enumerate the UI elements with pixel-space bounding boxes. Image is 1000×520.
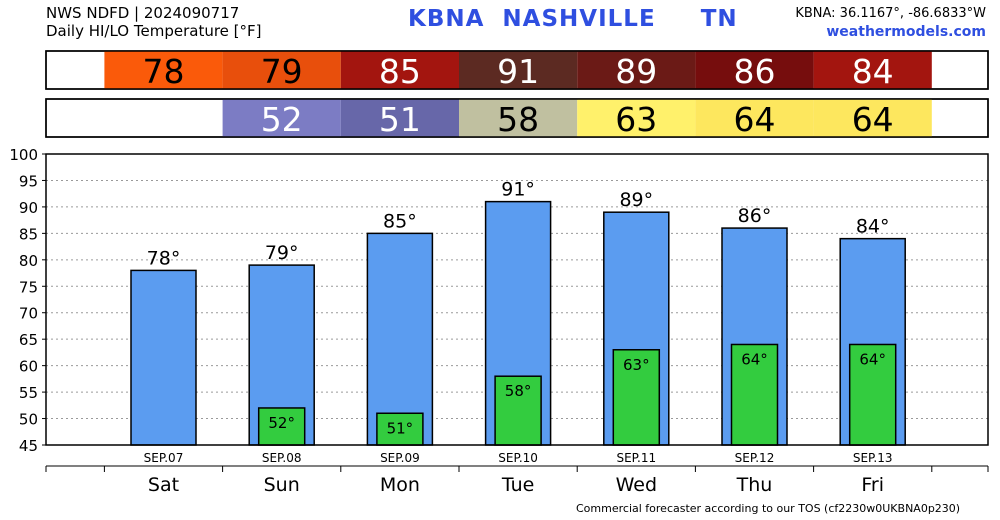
lo-strip-value: 63 (615, 100, 657, 139)
y-tick-label: 65 (19, 331, 38, 349)
hi-bar (130, 269, 197, 446)
lo-strip-cell (577, 99, 696, 137)
lo-strip-value: 51 (379, 100, 421, 139)
lo-strip-cell (222, 99, 341, 137)
lo-strip-cell (340, 99, 459, 137)
y-tick-label: 85 (19, 225, 38, 243)
variable-line: Daily HI/LO Temperature [°F] (46, 22, 262, 40)
hi-bar-label: 86° (738, 205, 772, 227)
y-tick-label: 100 (9, 146, 38, 164)
product-line: NWS NDFD | 2024090717 (46, 4, 240, 22)
y-tick-label: 90 (19, 199, 38, 217)
station-coords: KBNA: 36.1167°, -86.6833°W (795, 6, 986, 21)
header-info: NWS NDFD | 2024090717 Daily HI/LO Temper… (46, 4, 262, 40)
day-label: Tue (501, 474, 534, 496)
station-title: KBNA NASHVILLE TN (408, 6, 738, 32)
hi-strip-value: 86 (734, 52, 776, 91)
lo-bar-label: 64° (859, 350, 886, 368)
day-label: Mon (380, 474, 420, 496)
hi-strip-cell (340, 51, 459, 89)
y-tick-label: 75 (19, 278, 38, 296)
hi-strip-cell (222, 51, 341, 89)
date-label: SEP.13 (853, 451, 893, 465)
lo-bar (612, 349, 661, 446)
hi-strip-cell (459, 51, 578, 89)
day-label: Thu (736, 474, 773, 496)
date-label: SEP.09 (380, 451, 420, 465)
lo-strip-cell (695, 99, 814, 137)
lo-strip-value: 52 (261, 100, 303, 139)
y-tick-label: 55 (19, 384, 38, 402)
hi-strip-border (45, 50, 989, 90)
lo-strip-cell (459, 99, 578, 137)
hi-strip-cell (695, 51, 814, 89)
hi-bar-label: 84° (856, 216, 890, 238)
header-right: KBNA: 36.1167°, -86.6833°W weathermodels… (795, 4, 986, 42)
lo-strip-cell (813, 99, 932, 137)
y-tick-label: 70 (19, 305, 38, 323)
hi-bar-label: 91° (501, 179, 535, 201)
footer-note: Commercial forecaster according to our T… (576, 502, 961, 515)
y-tick-label: 50 (19, 411, 38, 429)
lo-strip-value: 64 (852, 100, 894, 139)
day-label: Sun (264, 474, 300, 496)
site-link[interactable]: weathermodels.com (826, 24, 986, 40)
day-label: Sat (148, 474, 179, 496)
date-label: SEP.10 (498, 451, 538, 465)
lo-strip-border (45, 98, 989, 138)
lo-bar-label: 58° (505, 382, 532, 400)
lo-bar (494, 375, 542, 446)
lo-bar-label: 63° (623, 356, 650, 374)
hi-bar-label: 89° (619, 189, 653, 211)
hi-bar-label: 79° (265, 242, 299, 264)
y-tick-label: 80 (19, 252, 38, 270)
hi-strip-value: 84 (852, 52, 894, 91)
y-tick-label: 60 (19, 358, 38, 376)
lo-bar-label: 64° (741, 350, 768, 368)
hi-strip-value: 79 (261, 52, 303, 91)
hi-strip-cell (104, 51, 223, 89)
y-tick-label: 45 (19, 437, 38, 455)
lo-bar (376, 412, 424, 446)
date-label: SEP.12 (735, 451, 775, 465)
lo-strip-value: 64 (734, 100, 776, 139)
hi-bar-label: 85° (383, 210, 417, 232)
lo-strip-value: 58 (497, 100, 539, 139)
hi-bar (366, 232, 434, 446)
hi-strip-cell (813, 51, 932, 89)
hi-strip-value: 91 (497, 52, 539, 91)
date-label: SEP.07 (144, 451, 184, 465)
hi-strip-cell (577, 51, 696, 89)
y-tick-label: 95 (19, 172, 38, 190)
hi-strip-value: 78 (143, 52, 185, 91)
hi-strip-value: 89 (615, 52, 657, 91)
lo-bar-label: 51° (387, 419, 414, 437)
date-label: SEP.11 (616, 451, 656, 465)
lo-bar-label: 52° (268, 414, 295, 432)
lo-bar (257, 407, 306, 446)
day-label: Fri (861, 474, 884, 496)
plot-frame (45, 153, 989, 446)
hi-strip-value: 85 (379, 52, 421, 91)
hi-bar-label: 78° (147, 247, 181, 269)
date-label: SEP.08 (262, 451, 302, 465)
day-label: Wed (616, 474, 657, 496)
